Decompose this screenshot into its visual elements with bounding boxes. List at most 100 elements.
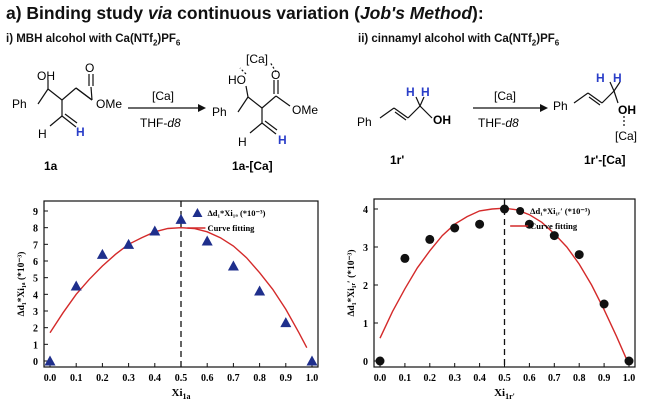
data-point bbox=[574, 250, 584, 260]
data-point bbox=[149, 225, 161, 236]
arrowhead bbox=[198, 104, 206, 112]
legend-label: Curve fitting bbox=[207, 223, 255, 233]
reaction-scheme: OH Ph O OMe H H 1a [Ca] THF-d8 [Ca] HO O… bbox=[12, 52, 637, 173]
compound-label-1a-ca: 1a-[Ca] bbox=[232, 159, 273, 173]
y-tick-label: 4 bbox=[33, 290, 38, 301]
atom-label-highlight: H bbox=[596, 71, 605, 85]
atom-label: OMe bbox=[292, 103, 318, 117]
data-point bbox=[500, 204, 509, 214]
reagent-label: [Ca] bbox=[494, 89, 516, 103]
mbh-product-structure bbox=[237, 61, 291, 135]
y-tick-label: 9 bbox=[33, 207, 38, 218]
x-tick-label: 0.6 bbox=[523, 373, 536, 384]
x-tick-label: 1.0 bbox=[623, 373, 636, 384]
atom-label: H bbox=[238, 135, 247, 149]
data-point bbox=[201, 235, 213, 246]
legend-label: Δd₁*Xi₁ₐ (*10⁻³) bbox=[207, 208, 265, 218]
atom-label-highlight: H bbox=[76, 125, 85, 139]
atom-label: O bbox=[85, 61, 94, 75]
atom-label: HO bbox=[228, 73, 246, 87]
mbh-start-structure bbox=[37, 74, 94, 128]
compound-label-1r: 1r' bbox=[390, 153, 404, 167]
y-tick-label: 3 bbox=[363, 243, 368, 254]
legend-marker bbox=[192, 208, 203, 217]
x-tick-label: 0.8 bbox=[573, 373, 586, 384]
x-tick-label: 0.5 bbox=[175, 373, 188, 384]
fit-curve bbox=[49, 226, 308, 349]
section-subtitle-cinnamyl: ii) cinnamyl alcohol with Ca(NTf2)PF6 bbox=[358, 33, 560, 48]
y-tick-label: 5 bbox=[33, 274, 38, 285]
atom-label-highlight: H bbox=[613, 71, 622, 85]
x-tick-label: 0.0 bbox=[374, 373, 387, 384]
data-point bbox=[96, 248, 108, 259]
data-point bbox=[375, 356, 385, 366]
y-tick-label: 3 bbox=[33, 307, 38, 318]
atom-label-highlight: H bbox=[421, 85, 430, 99]
atom-label: Ph bbox=[212, 105, 227, 119]
job-plot-mbh: 0 1 2 3 4 5 6 7 8 9 0.0 0.1 0.2 0.3 0.4 0.5 0.6 0.7 0.8 0.9… bbox=[16, 200, 319, 401]
y-tick-label: 1 bbox=[33, 340, 38, 351]
y-tick-label: 2 bbox=[363, 281, 368, 292]
data-point bbox=[599, 299, 609, 309]
atom-label: OH bbox=[433, 113, 451, 127]
x-tick-label: 0.4 bbox=[149, 373, 162, 384]
data-point bbox=[123, 238, 135, 249]
x-axis-label: Xi1r' bbox=[494, 387, 515, 401]
atom-label: O bbox=[271, 68, 280, 82]
data-point bbox=[70, 280, 82, 291]
section-subtitle-mbh: i) MBH alcohol with Ca(NTf2)PF6 bbox=[6, 33, 181, 48]
atom-label: [Ca] bbox=[246, 52, 268, 66]
y-tick-label: 8 bbox=[33, 224, 38, 235]
x-tick-label: 0.7 bbox=[548, 373, 561, 384]
compound-label-1r-ca: 1r'-[Ca] bbox=[584, 153, 626, 167]
x-tick-label: 0.3 bbox=[448, 373, 461, 384]
x-tick-label: 0.3 bbox=[122, 373, 135, 384]
atom-label: Ph bbox=[553, 99, 568, 113]
atom-label-highlight: H bbox=[278, 133, 287, 147]
data-point bbox=[624, 356, 634, 366]
x-tick-label: 0.7 bbox=[227, 373, 240, 384]
x-tick-label: 0.9 bbox=[598, 373, 611, 384]
data-point bbox=[227, 260, 239, 271]
data-point bbox=[425, 234, 435, 244]
data-point bbox=[280, 317, 292, 328]
x-tick-label: 0.6 bbox=[201, 373, 214, 384]
legend-label: Δd₁*Xi₁ᵣ′ (*10⁻³) bbox=[530, 206, 590, 216]
arrowhead bbox=[540, 104, 548, 112]
solvent-label: THF-d8 bbox=[140, 116, 181, 130]
x-tick-label: 0.0 bbox=[44, 373, 57, 384]
x-tick-label: 0.5 bbox=[498, 373, 511, 384]
legend-label: Curve fitting bbox=[530, 221, 578, 231]
x-tick-label: 0.4 bbox=[473, 373, 486, 384]
y-tick-label: 0 bbox=[363, 357, 368, 368]
x-tick-label: 0.1 bbox=[70, 373, 83, 384]
y-tick-label: 7 bbox=[33, 240, 38, 251]
y-tick-label: 4 bbox=[363, 205, 368, 216]
atom-label: Ph bbox=[357, 115, 372, 129]
cinnamyl-start-structure bbox=[379, 96, 433, 121]
data-point bbox=[175, 213, 187, 224]
x-tick-label: 0.2 bbox=[96, 373, 109, 384]
y-tick-label: 2 bbox=[33, 324, 38, 335]
data-point bbox=[400, 253, 410, 263]
atom-label: OH bbox=[618, 103, 636, 117]
page-heading: a) Binding study via continuous variatio… bbox=[6, 3, 484, 23]
solvent-label: THF-d8 bbox=[478, 116, 519, 130]
data-point bbox=[475, 219, 485, 229]
y-tick-label: 6 bbox=[33, 257, 38, 268]
x-tick-label: 0.9 bbox=[280, 373, 293, 384]
data-point bbox=[549, 231, 559, 241]
x-tick-label: 0.1 bbox=[399, 373, 412, 384]
job-plot-cinnamyl: 0 1 2 3 4 0.0 0.1 0.2 0.3 0.4 0.5 0.6 0.7 0.8 0.9 1.0 Δd… bbox=[346, 198, 636, 401]
x-axis-label: Xi1a bbox=[172, 387, 191, 401]
x-tick-label: 0.2 bbox=[424, 373, 437, 384]
atom-label: Ph bbox=[12, 97, 27, 111]
atom-label: [Ca] bbox=[615, 129, 637, 143]
atom-label-highlight: H bbox=[406, 85, 415, 99]
data-point bbox=[306, 355, 318, 366]
compound-label-1a: 1a bbox=[44, 159, 58, 173]
data-point bbox=[44, 355, 56, 366]
data-point bbox=[450, 223, 460, 233]
atom-label: H bbox=[38, 127, 47, 141]
y-tick-label: 1 bbox=[363, 319, 368, 330]
